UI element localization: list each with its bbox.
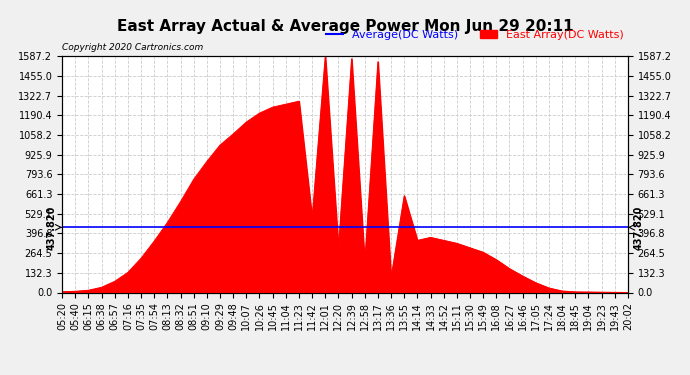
Title: East Array Actual & Average Power Mon Jun 29 20:11: East Array Actual & Average Power Mon Ju… (117, 19, 573, 34)
Text: 437.820: 437.820 (633, 205, 644, 249)
Legend: Average(DC Watts), East Array(DC Watts): Average(DC Watts), East Array(DC Watts) (322, 26, 628, 45)
Text: Copyright 2020 Cartronics.com: Copyright 2020 Cartronics.com (62, 43, 204, 52)
Text: 437.820: 437.820 (46, 205, 57, 249)
